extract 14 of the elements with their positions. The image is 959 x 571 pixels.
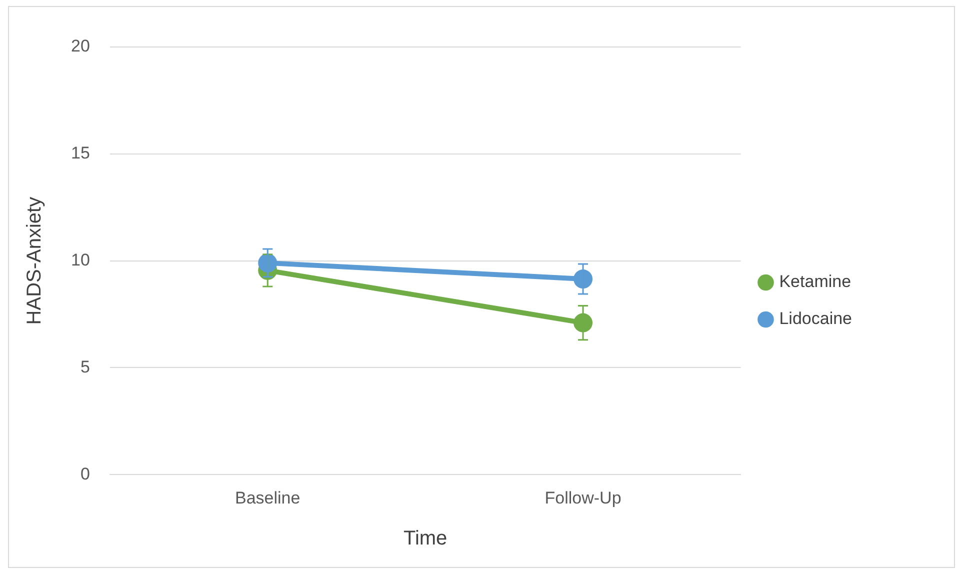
legend-label: Ketamine <box>779 272 852 292</box>
point <box>258 253 278 272</box>
y-tick-label: 0 <box>80 464 90 484</box>
y-tick-label: 15 <box>70 144 90 163</box>
y-tick-label: 10 <box>70 250 90 270</box>
point <box>574 269 593 288</box>
x-tick-label: Baseline <box>235 488 300 508</box>
legend-label: Lidocaine <box>779 309 852 328</box>
x-tick-label: Follow-Up <box>544 488 622 508</box>
y-axis-title: HADS-Anxiety <box>24 196 46 325</box>
y-tick-label: 20 <box>70 36 90 56</box>
x-axis-title: Time <box>403 528 448 550</box>
point <box>574 313 593 332</box>
y-tick-label: 5 <box>80 357 90 376</box>
